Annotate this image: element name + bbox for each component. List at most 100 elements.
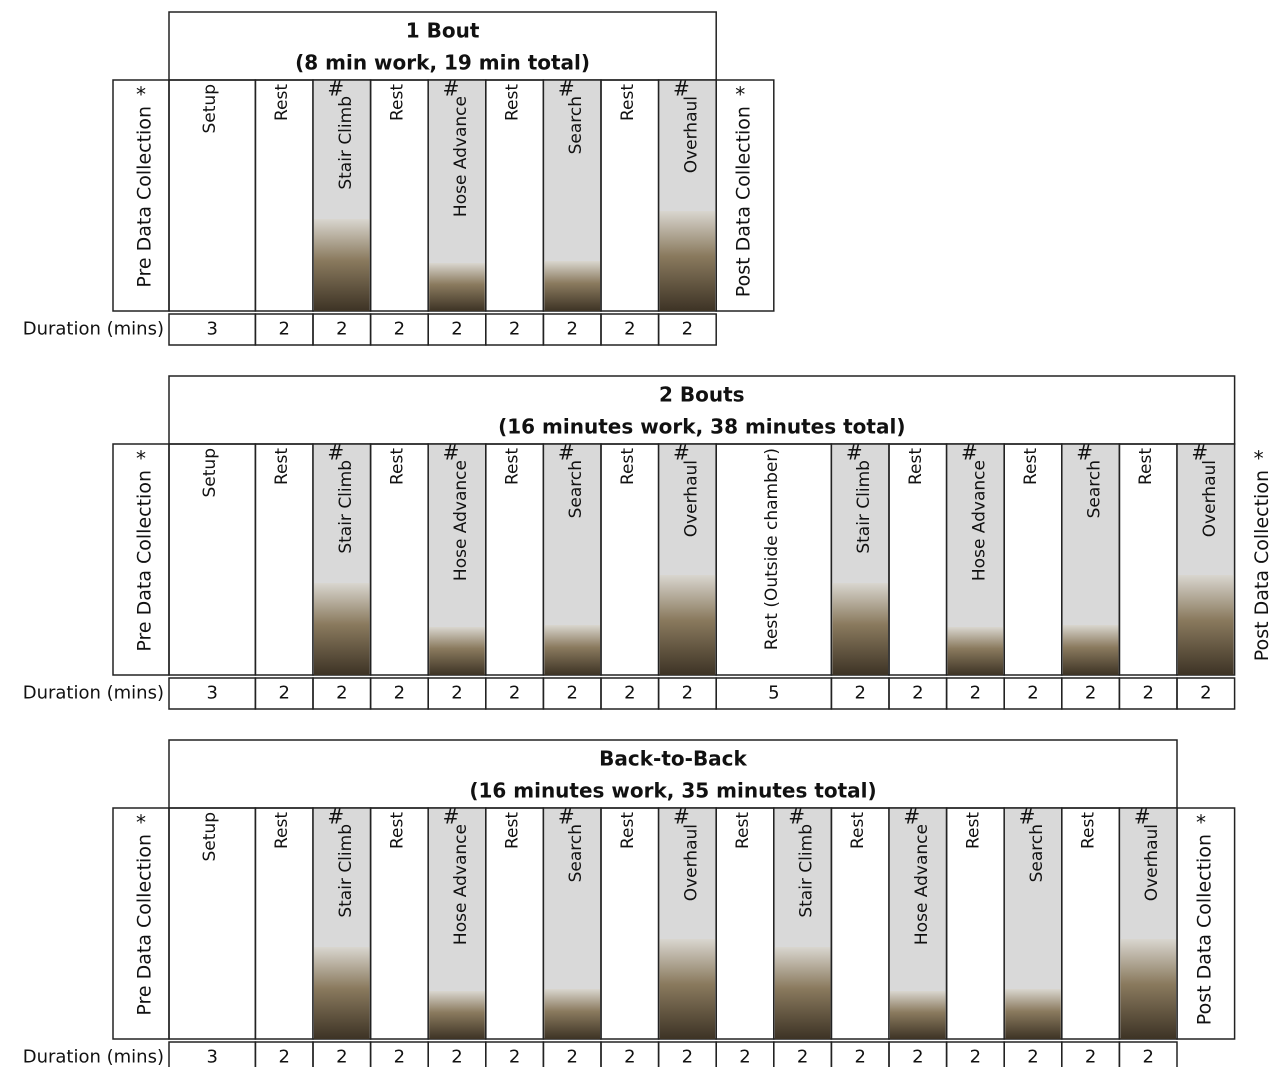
- column-label: Setup: [200, 84, 220, 133]
- activity-photo: [1005, 989, 1061, 1039]
- column-label: Rest: [503, 812, 523, 849]
- column-label: Hose Advance: [451, 824, 471, 945]
- duration-value: 2: [854, 683, 865, 704]
- duration-value: 2: [1142, 683, 1153, 704]
- activity-photo: [1063, 625, 1119, 675]
- duration-value: 2: [970, 1047, 981, 1067]
- duration-value: 2: [336, 1047, 347, 1067]
- column-label: Overhaul: [1142, 824, 1162, 901]
- panel-subtitle: (8 min work, 19 min total): [295, 51, 590, 75]
- column-label: Rest: [1079, 812, 1099, 849]
- panel-title: Back-to-Back: [599, 747, 747, 771]
- activity-photo: [544, 261, 600, 311]
- duration-value: 2: [509, 683, 520, 704]
- panel-title: 1 Bout: [406, 19, 480, 43]
- column-label: Rest: [618, 84, 638, 121]
- duration-value: 2: [1142, 1047, 1153, 1067]
- duration-value: 2: [451, 1047, 462, 1067]
- activity-photo: [660, 939, 716, 1039]
- activity-photo: [314, 583, 370, 675]
- column-label: Overhaul: [681, 460, 701, 537]
- activity-photo: [832, 583, 888, 675]
- column-label: Rest: [387, 84, 407, 121]
- duration-value: 2: [854, 1047, 865, 1067]
- duration-value: 3: [206, 319, 217, 340]
- duration-label: Duration (mins): [23, 319, 164, 340]
- column-label: Hose Advance: [912, 824, 932, 945]
- column-label: Rest: [963, 812, 983, 849]
- duration-value: 2: [1085, 1047, 1096, 1067]
- column-label: Search: [1085, 460, 1105, 518]
- column-label: Overhaul: [681, 824, 701, 901]
- column-label: Search: [566, 460, 586, 518]
- duration-value: 2: [394, 683, 405, 704]
- duration-value: 2: [451, 319, 462, 340]
- activity-photo: [314, 947, 370, 1039]
- column-label: Rest: [733, 812, 753, 849]
- duration-value: 3: [206, 683, 217, 704]
- duration-value: 2: [509, 1047, 520, 1067]
- column-label: Search: [1027, 824, 1047, 882]
- duration-value: 2: [970, 683, 981, 704]
- column-label: Rest: [848, 812, 868, 849]
- duration-label: Duration (mins): [23, 683, 164, 704]
- column-label: Rest: [618, 812, 638, 849]
- duration-value: 2: [278, 683, 289, 704]
- duration-value: 2: [509, 319, 520, 340]
- duration-value: 5: [768, 683, 779, 704]
- column-label: Overhaul: [681, 96, 701, 173]
- column-label: Hose Advance: [451, 460, 471, 581]
- duration-value: 3: [206, 1047, 217, 1067]
- column-label: Rest: [387, 448, 407, 485]
- duration-value: 2: [566, 319, 577, 340]
- activity-photo: [775, 947, 831, 1039]
- panel-subtitle: (16 minutes work, 38 minutes total): [498, 415, 905, 439]
- column-label: Rest: [1136, 448, 1156, 485]
- pre-marker: *: [136, 83, 146, 107]
- post-marker: *: [1196, 811, 1206, 835]
- column-label: Setup: [200, 812, 220, 861]
- column-label: Rest: [272, 448, 292, 485]
- activity-photo: [544, 989, 600, 1039]
- duration-value: 2: [739, 1047, 750, 1067]
- column-label: Hose Advance: [969, 460, 989, 581]
- duration-label: Duration (mins): [23, 1047, 164, 1067]
- column-label: Rest: [272, 812, 292, 849]
- activity-photo: [544, 625, 600, 675]
- column-label: Search: [566, 96, 586, 154]
- column-label: Stair Climb: [336, 96, 356, 190]
- duration-value: 2: [278, 319, 289, 340]
- duration-value: 2: [624, 1047, 635, 1067]
- activity-photo: [890, 991, 946, 1039]
- pre-label: Pre Data Collection: [134, 106, 156, 288]
- pre-marker: *: [136, 811, 146, 835]
- column-label: Stair Climb: [854, 460, 874, 554]
- pre-label: Pre Data Collection: [134, 834, 156, 1016]
- column-label: Rest: [503, 84, 523, 121]
- duration-value: 2: [1027, 1047, 1038, 1067]
- column-label: Rest: [618, 448, 638, 485]
- duration-value: 2: [1027, 683, 1038, 704]
- column-label: Rest: [1021, 448, 1041, 485]
- column-label: Rest: [272, 84, 292, 121]
- column-label: Rest: [387, 812, 407, 849]
- column-label: Overhaul: [1200, 460, 1220, 537]
- duration-value: 2: [278, 1047, 289, 1067]
- column-label: Stair Climb: [797, 824, 817, 918]
- duration-value: 2: [797, 1047, 808, 1067]
- column-label: Stair Climb: [336, 460, 356, 554]
- activity-photo: [429, 627, 485, 675]
- post-label: Post Data Collection: [1194, 834, 1216, 1025]
- column-label: Search: [566, 824, 586, 882]
- post-marker: *: [1254, 447, 1264, 471]
- duration-value: 2: [682, 1047, 693, 1067]
- post-label: Post Data Collection: [733, 106, 755, 297]
- duration-value: 2: [682, 319, 693, 340]
- duration-value: 2: [624, 319, 635, 340]
- column-label: Stair Climb: [336, 824, 356, 918]
- column-label: Setup: [200, 448, 220, 497]
- duration-value: 2: [394, 319, 405, 340]
- panel-title: 2 Bouts: [659, 383, 745, 407]
- duration-value: 2: [1085, 683, 1096, 704]
- duration-value: 2: [566, 1047, 577, 1067]
